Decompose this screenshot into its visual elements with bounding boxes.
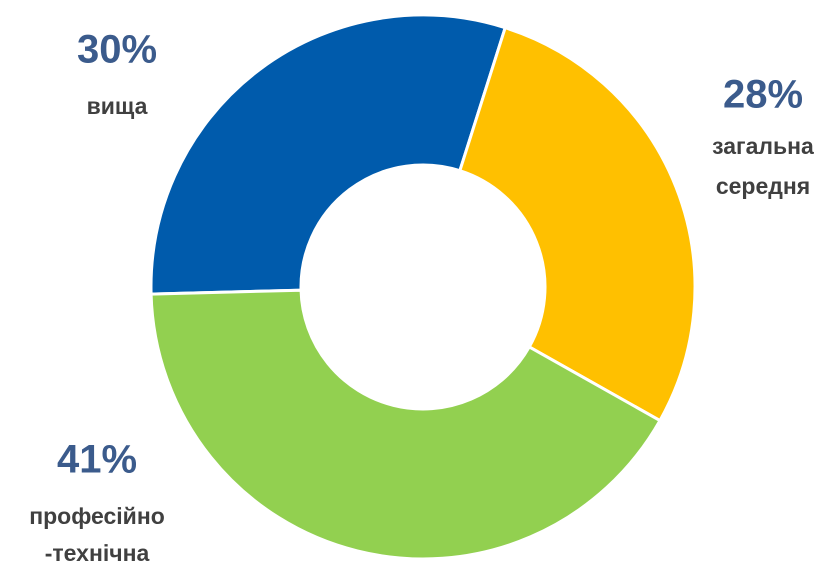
donut-slice: [149, 288, 662, 561]
category-label: середня: [716, 173, 810, 199]
donut-slice: [149, 13, 508, 296]
category-label: вища: [87, 93, 148, 119]
category-label: -технічна: [45, 540, 150, 566]
donut-slice: [457, 25, 697, 423]
value-label: 28%: [723, 73, 803, 117]
value-label: 30%: [77, 28, 157, 72]
category-label: загальна: [712, 133, 814, 159]
value-label: 41%: [57, 438, 137, 482]
category-label: професійно: [29, 503, 165, 529]
